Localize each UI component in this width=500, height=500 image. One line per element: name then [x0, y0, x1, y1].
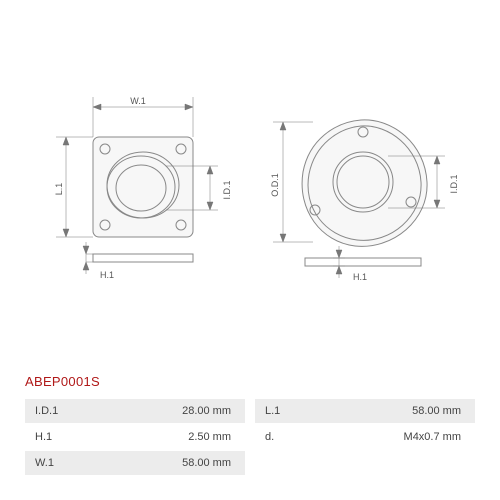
spec-value: 58.00 mm: [182, 457, 231, 469]
dim-label-h1-r: H.1: [353, 272, 367, 282]
square-flange-drawing: W.1 L.1 I.D.1: [38, 82, 238, 312]
spec-row: W.1 58.00 mm: [25, 451, 245, 475]
dim-label-w1: W.1: [130, 96, 146, 106]
part-number: ABEP0001S: [25, 374, 475, 389]
dim-label-l1: L.1: [54, 183, 64, 196]
dim-label-id1: I.D.1: [222, 180, 232, 199]
spec-label: d.: [265, 431, 274, 443]
spec-label: L.1: [265, 405, 280, 417]
dim-label-h1: H.1: [100, 270, 114, 280]
dim-label-id1-r: I.D.1: [449, 174, 459, 193]
spec-row: I.D.1 28.00 mm: [25, 399, 245, 423]
tri-flange-drawing: O.D.1 I.D.1 H.1: [263, 82, 463, 312]
spec-label: H.1: [35, 431, 52, 443]
spec-value: 2.50 mm: [188, 431, 231, 443]
spec-value: 28.00 mm: [182, 405, 231, 417]
specs-col-right: L.1 58.00 mm d. M4x0.7 mm: [255, 399, 475, 475]
specs-table: I.D.1 28.00 mm H.1 2.50 mm W.1 58.00 mm L.1 58…: [25, 399, 475, 475]
spec-row: L.1 58.00 mm: [255, 399, 475, 423]
spec-value: M4x0.7 mm: [404, 431, 461, 443]
spec-label: I.D.1: [35, 405, 58, 417]
spec-sheet: W.1 L.1 I.D.1: [0, 0, 500, 500]
drawings-row: W.1 L.1 I.D.1: [25, 40, 475, 354]
spec-label: W.1: [35, 457, 54, 469]
spec-row: H.1 2.50 mm: [25, 425, 245, 449]
dim-label-od1: O.D.1: [270, 173, 280, 197]
specs-col-left: I.D.1 28.00 mm H.1 2.50 mm W.1 58.00 mm: [25, 399, 245, 475]
spec-row: d. M4x0.7 mm: [255, 425, 475, 449]
spec-value: 58.00 mm: [412, 405, 461, 417]
